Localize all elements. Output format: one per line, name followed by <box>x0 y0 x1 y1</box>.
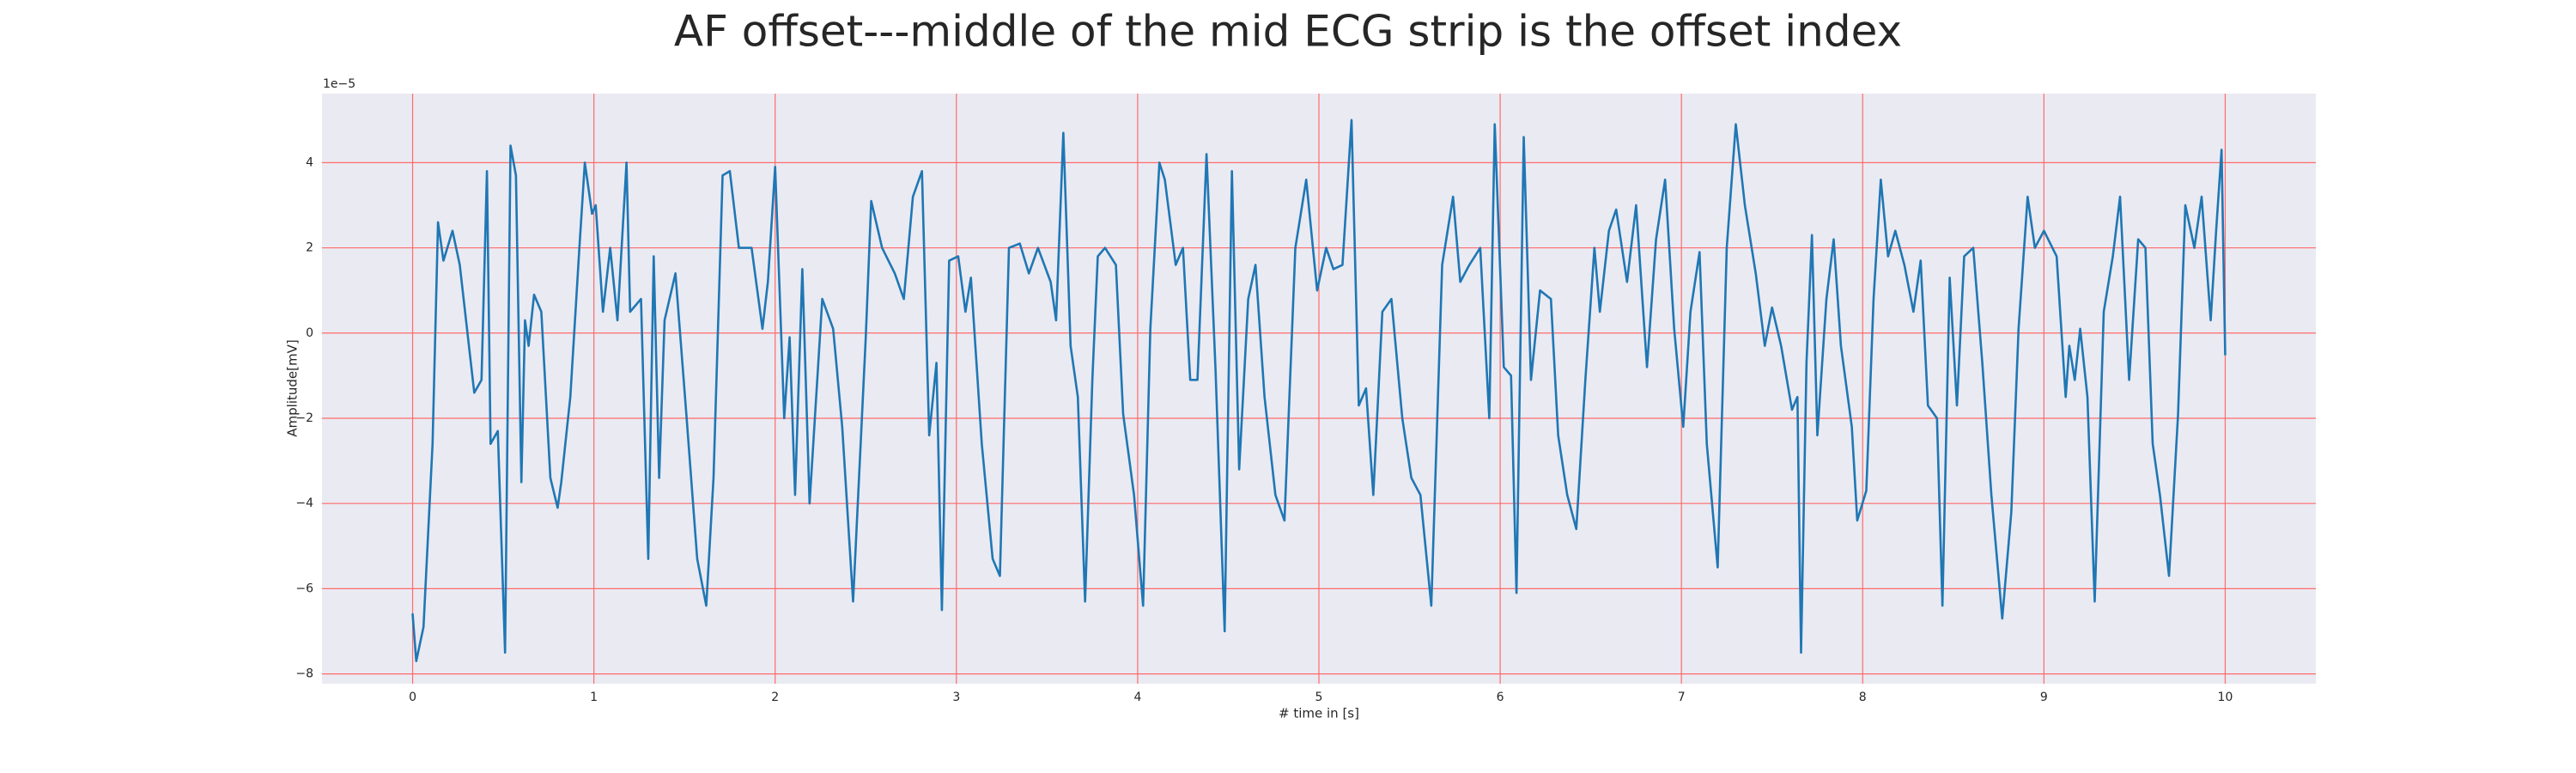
y-tick-label: 0 <box>306 326 313 340</box>
y-tick-label: −2 <box>295 411 313 425</box>
x-tick-label: 4 <box>1133 691 1141 704</box>
y-offset-label: 1e−5 <box>323 77 355 91</box>
x-axis-label: # time in [s] <box>1279 706 1359 721</box>
x-tick-label: 10 <box>2218 691 2233 704</box>
y-axis-label: Amplitude[mV] <box>285 339 301 436</box>
chart-title: AF offset---middle of the mid ECG strip … <box>674 7 1902 57</box>
y-tick-label: −6 <box>295 581 313 595</box>
x-tick-label: 0 <box>409 691 416 704</box>
x-tick-label: 1 <box>590 691 598 704</box>
y-tick-label: 4 <box>306 155 313 169</box>
x-tick-label: 8 <box>1859 691 1867 704</box>
x-tick-label: 6 <box>1497 691 1504 704</box>
x-tick-label: 9 <box>2040 691 2048 704</box>
x-tick-label: 2 <box>771 691 779 704</box>
y-tick-label: 2 <box>306 241 313 255</box>
x-tick-label: 5 <box>1315 691 1323 704</box>
y-tick-label: −4 <box>295 496 313 510</box>
data-line <box>411 119 2227 663</box>
y-tick-label: −8 <box>295 667 313 681</box>
x-tick-label: 7 <box>1678 691 1686 704</box>
x-tick-label: 3 <box>952 691 960 704</box>
